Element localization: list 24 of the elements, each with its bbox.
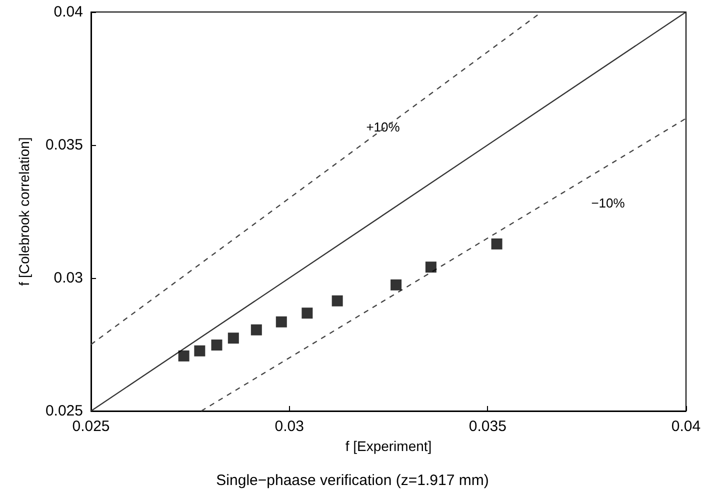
annotation: +10%: [366, 120, 400, 134]
x-tick-label: 0.025: [72, 418, 110, 435]
y-tick-label: 0.035: [45, 136, 83, 154]
x-tick-label: 0.035: [468, 418, 506, 435]
y-tick-label: 0.04: [54, 4, 83, 20]
point: [276, 316, 287, 328]
point: [228, 332, 239, 344]
point: [211, 340, 222, 351]
point: [194, 345, 206, 356]
point: [332, 295, 343, 306]
x-axis-title: f [Experiment]: [345, 438, 432, 454]
point: [302, 308, 313, 319]
point: [250, 324, 262, 336]
point: [178, 350, 190, 362]
annotation: −10%: [591, 196, 626, 210]
y-tick-label: 0.03: [54, 270, 83, 286]
text: Single−phaase verification (z=1.917 mm): [216, 472, 489, 489]
point: [491, 238, 502, 250]
y-axis-title: f [Colebrook correlation]: [16, 137, 32, 286]
y-tick-label: 0.025: [45, 402, 83, 420]
x-tick-label: 0.03: [274, 418, 304, 435]
point: [390, 279, 402, 290]
x-tick-label: 0.04: [671, 418, 701, 435]
point: [425, 262, 436, 273]
